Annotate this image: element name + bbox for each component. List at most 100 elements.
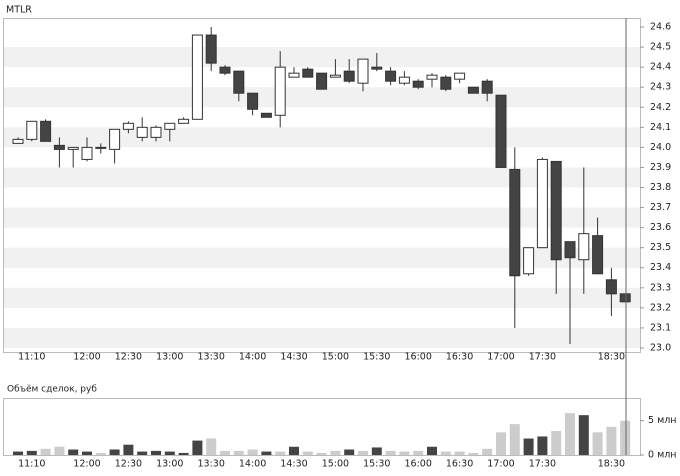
candle-body <box>536 158 548 249</box>
candle-body <box>398 76 410 84</box>
x-tick-label: 16:30 <box>446 352 473 363</box>
volume-title: Объём сделок, руб <box>7 385 97 395</box>
y-tick-label: 23.4 <box>650 262 671 273</box>
volume-bar <box>275 451 286 455</box>
x-tick-label: 18:30 <box>598 352 625 363</box>
candle-body <box>53 144 65 150</box>
candle-body <box>385 70 397 82</box>
volume-bar <box>40 448 51 455</box>
grid-band <box>4 127 640 148</box>
x-tick-label: 17:30 <box>529 459 556 470</box>
volume-bar <box>413 450 424 455</box>
candle-body <box>605 279 617 295</box>
y-tick-label: 23.7 <box>650 202 671 213</box>
grid-band <box>4 287 640 308</box>
volume-bar <box>482 448 493 455</box>
volume-bar <box>302 451 313 455</box>
grid-band <box>4 87 640 108</box>
x-tick-label: 13:30 <box>198 459 225 470</box>
candle-body <box>67 146 79 150</box>
y-tick-label: 23.6 <box>650 222 671 233</box>
volume-bar <box>192 440 203 455</box>
candle-body <box>357 58 369 84</box>
y-tick-label: 23.8 <box>650 182 671 193</box>
y-tick-label: 0 млн <box>648 450 677 461</box>
volume-bar <box>316 452 327 455</box>
volume-bar <box>592 432 603 455</box>
volume-bar <box>551 430 562 455</box>
volume-bar <box>178 452 189 455</box>
candle-body <box>95 146 107 149</box>
x-tick-label: 12:00 <box>73 352 100 363</box>
volume-bar <box>137 451 148 455</box>
volume-bar <box>565 413 575 455</box>
candle-body <box>316 72 328 90</box>
candle-body <box>619 293 631 303</box>
volume-bar <box>95 452 106 455</box>
volume-bar <box>358 450 368 455</box>
x-tick-label: 13:00 <box>156 459 183 470</box>
candle-body <box>274 66 286 116</box>
x-tick-label: 12:30 <box>115 459 142 470</box>
price-panel <box>3 18 641 353</box>
candle-body <box>247 92 259 110</box>
candle-body <box>481 80 493 94</box>
candle-body <box>371 66 383 70</box>
x-tick-label: 14:00 <box>239 352 266 363</box>
x-tick-label: 17:00 <box>487 459 514 470</box>
y-tick-label: 24.1 <box>650 122 671 133</box>
candle-body <box>219 66 231 74</box>
candle-body <box>109 128 121 150</box>
candle-body <box>495 94 507 168</box>
volume-bar <box>620 420 631 455</box>
volume-bar <box>385 450 396 455</box>
x-tick-label: 14:30 <box>280 352 307 363</box>
candle-body <box>178 118 190 124</box>
candle-body <box>233 70 245 94</box>
volume-bar <box>454 451 465 455</box>
y-tick-label: 24.5 <box>650 42 671 53</box>
candle-body <box>454 72 466 80</box>
grid-band <box>4 327 640 348</box>
volume-bar <box>151 450 161 455</box>
x-tick-label: 16:00 <box>405 352 432 363</box>
volume-bar <box>289 446 299 455</box>
volume-bar <box>26 450 37 455</box>
volume-bar <box>468 452 479 455</box>
candle-body <box>343 70 355 82</box>
grid-band <box>4 207 640 228</box>
volume-bar <box>399 451 410 455</box>
y-tick-label: 23.1 <box>650 322 671 333</box>
candle-body <box>467 86 479 94</box>
candle-body <box>205 34 217 64</box>
y-tick-label: 23.3 <box>650 282 671 293</box>
volume-bar <box>13 451 23 455</box>
candle-body <box>302 68 314 78</box>
volume-bar <box>496 432 506 455</box>
y-tick-label: 23.9 <box>650 162 671 173</box>
y-tick-label: 24.2 <box>650 102 671 113</box>
volume-bar <box>82 451 92 455</box>
x-tick-label: 15:30 <box>363 459 390 470</box>
volume-panel <box>3 398 641 456</box>
volume-bar <box>537 436 548 455</box>
y-tick-label: 24.6 <box>650 22 671 33</box>
x-tick-label: 15:30 <box>363 352 390 363</box>
candle-body <box>288 72 300 78</box>
volume-bar <box>109 449 120 455</box>
x-tick-label: 15:00 <box>322 459 349 470</box>
chart-title: MTLR <box>6 5 32 16</box>
x-tick-label: 11:10 <box>18 352 45 363</box>
candle-body <box>578 233 590 261</box>
candle-body <box>26 120 38 140</box>
candle-body <box>523 247 535 275</box>
volume-bar <box>261 451 272 455</box>
x-tick-label: 14:00 <box>239 459 266 470</box>
candle-body <box>564 241 576 259</box>
x-tick-label: 16:30 <box>446 459 473 470</box>
y-tick-label: 23.2 <box>650 302 671 313</box>
volume-bar <box>220 450 230 455</box>
volume-bar <box>344 449 355 455</box>
x-tick-label: 14:30 <box>280 459 307 470</box>
